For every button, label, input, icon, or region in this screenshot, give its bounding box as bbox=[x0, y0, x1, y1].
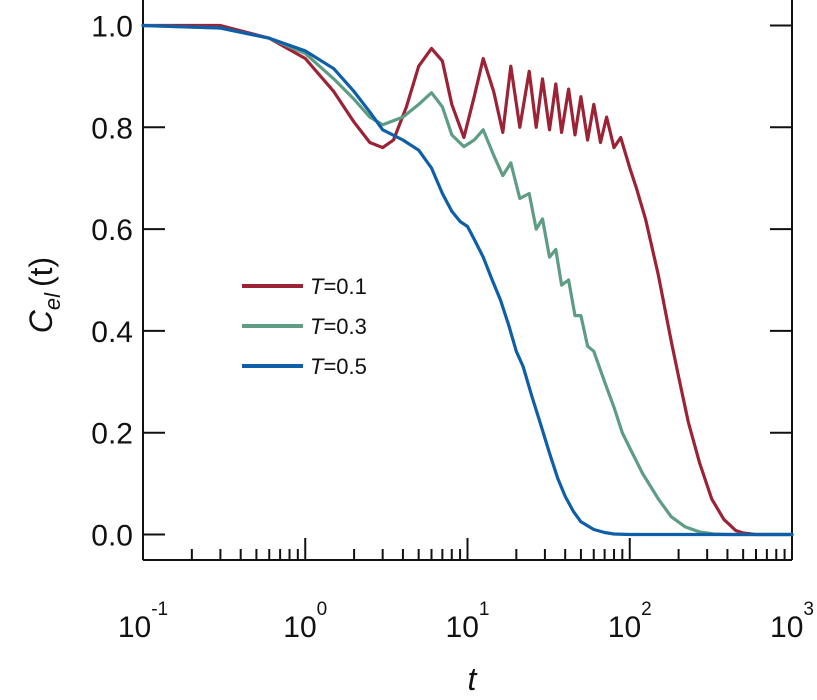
x-major-ticks bbox=[142, 538, 793, 560]
x-axis-label: t bbox=[468, 661, 478, 697]
x-tick-label: 101 bbox=[446, 599, 490, 644]
x-tick-label: 102 bbox=[608, 599, 652, 644]
x-tick-label: 10-1 bbox=[118, 599, 168, 644]
y-tick-labels: 0.0 0.2 0.4 0.6 0.8 1.0 bbox=[91, 10, 133, 552]
legend-label-2: T=0.3 bbox=[310, 314, 367, 339]
x-tick-label: 100 bbox=[283, 599, 327, 644]
y-axis-label-arg: (t) bbox=[23, 257, 59, 287]
series-line-1 bbox=[141, 23, 794, 537]
legend: T=0.1 T=0.3 T=0.5 bbox=[242, 274, 367, 379]
plot-axes bbox=[142, 0, 793, 561]
y-axis-label-sub: el bbox=[40, 292, 65, 310]
y-tick-label: 0.8 bbox=[91, 112, 133, 145]
y-ticks bbox=[143, 24, 792, 536]
y-tick-label: 0.2 bbox=[91, 418, 133, 451]
y-tick-label: 1.0 bbox=[91, 10, 133, 43]
y-tick-label: 0.4 bbox=[91, 316, 133, 349]
x-tick-label: 103 bbox=[770, 599, 814, 644]
y-tick-label: 0.6 bbox=[91, 214, 133, 247]
legend-label-3: T=0.5 bbox=[310, 354, 367, 379]
y-tick-label: 0.0 bbox=[91, 520, 133, 553]
series-line-2 bbox=[141, 23, 794, 537]
y-axis-label: Cel (t) bbox=[23, 257, 65, 333]
x-tick-labels: 10-1 100 101 102 103 bbox=[118, 599, 814, 644]
legend-label-1: T=0.1 bbox=[310, 274, 367, 299]
x-minor-ticks bbox=[190, 549, 786, 560]
series-line-3 bbox=[141, 23, 794, 537]
y-axis-label-main: C bbox=[23, 309, 59, 333]
series-lines bbox=[141, 23, 794, 537]
